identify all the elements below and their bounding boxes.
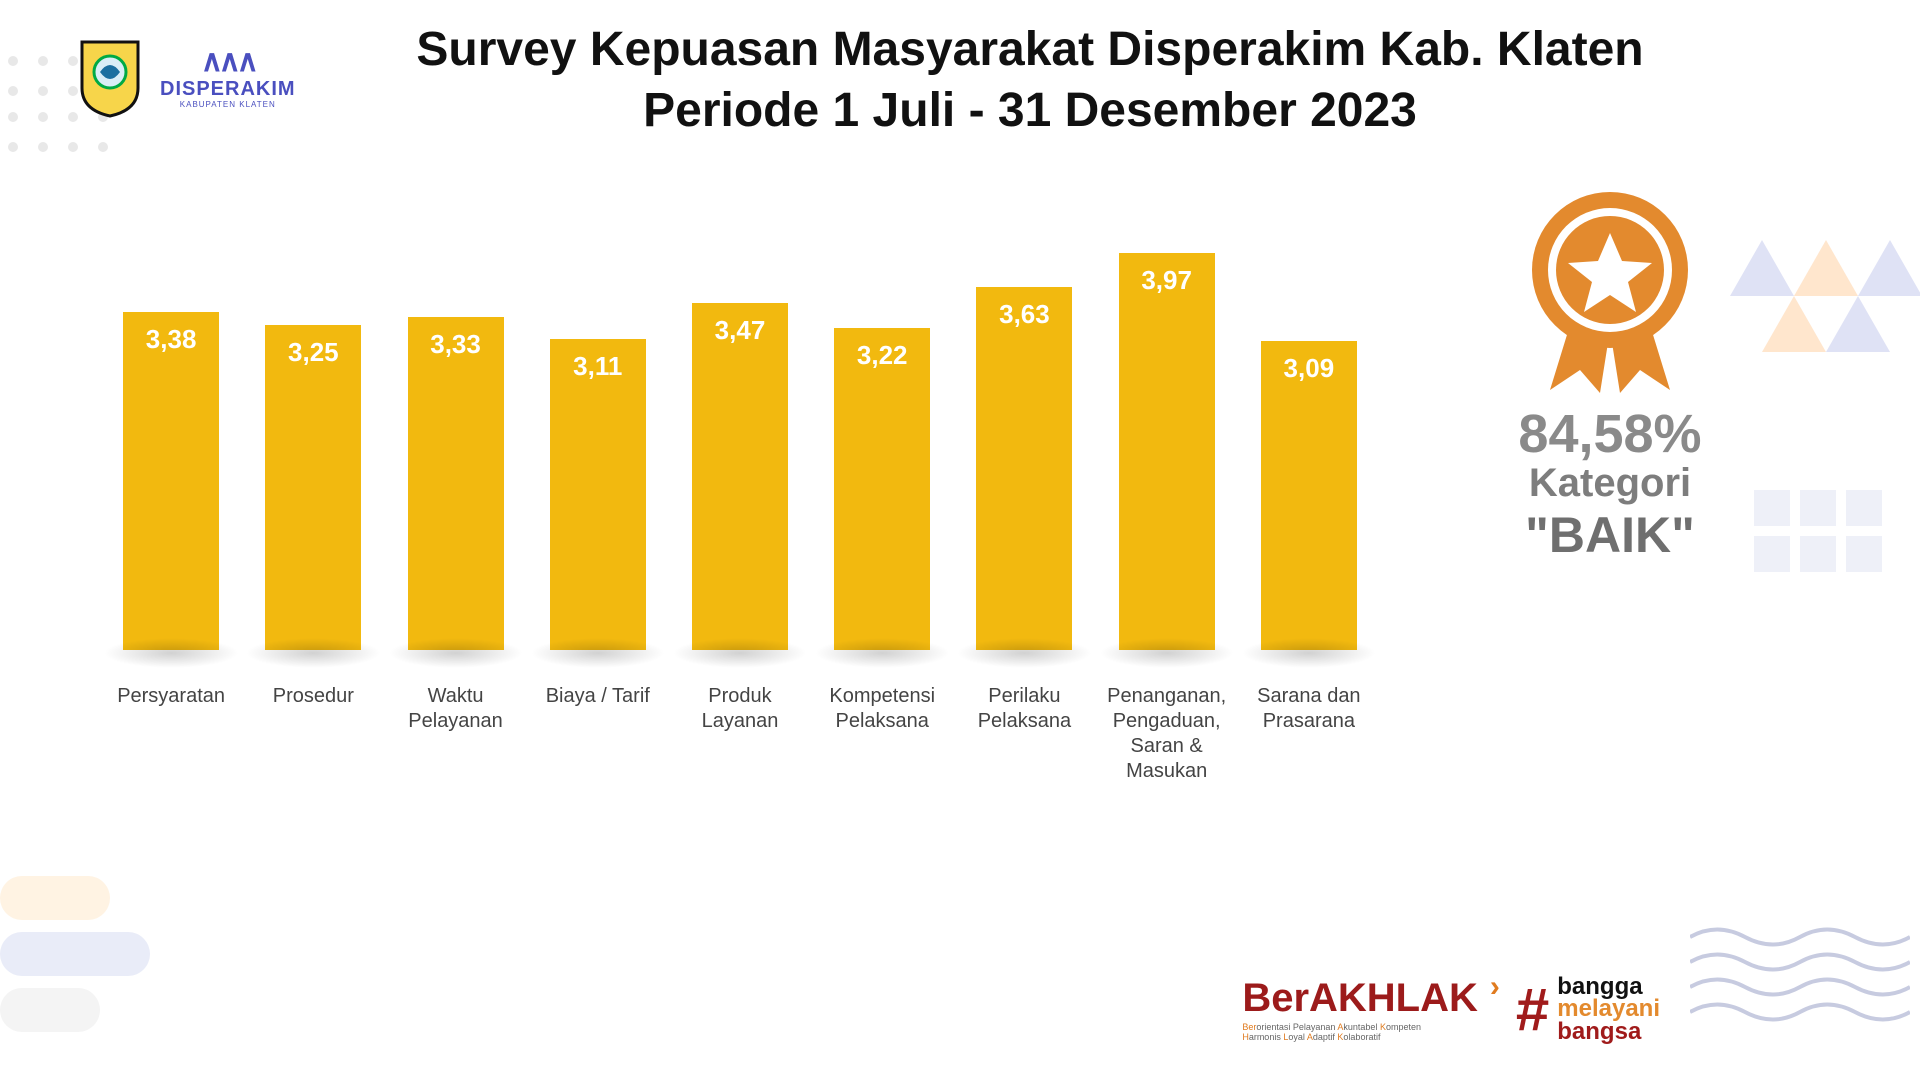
x-axis-label: Perilaku Pelaksana (953, 684, 1095, 784)
bar-cell: 3,09 (1238, 341, 1380, 650)
hash-icon: # (1516, 986, 1549, 1034)
footer-logos: BerAKHLAK › Berorientasi Pelayanan Akunt… (1242, 976, 1660, 1044)
x-axis-label: Biaya / Tarif (527, 684, 669, 784)
score-percent: 84,58% (1460, 403, 1760, 465)
bar-cell: 3,63 (953, 287, 1095, 650)
bar-cell: 3,33 (384, 317, 526, 650)
bangga-melayani-logo: # bangga melayani bangsa (1516, 976, 1660, 1044)
bar-cell: 3,22 (811, 328, 953, 650)
bar: 3,11 (550, 339, 646, 650)
bar-value: 3,25 (265, 337, 361, 368)
title-line-1: Survey Kepuasan Masyarakat Disperakim Ka… (260, 22, 1800, 77)
bar-value: 3,38 (123, 324, 219, 355)
berakhlak-ber: Ber (1242, 976, 1309, 1020)
bar: 3,22 (834, 328, 930, 650)
bar-cell: 3,97 (1096, 253, 1238, 650)
bar: 3,97 (1119, 253, 1215, 650)
bar: 3,33 (408, 317, 504, 650)
bar-cell: 3,25 (242, 325, 384, 650)
bar-cell: 3,47 (669, 303, 811, 650)
bar-value: 3,97 (1119, 265, 1215, 296)
bar-cell: 3,38 (100, 312, 242, 650)
award-medal-icon (1500, 175, 1720, 395)
berakhlak-logo: BerAKHLAK › Berorientasi Pelayanan Akunt… (1242, 976, 1478, 1043)
score-category-value: "BAIK" (1460, 506, 1760, 564)
bar: 3,38 (123, 312, 219, 650)
square-decoration (1754, 490, 1882, 572)
bar: 3,63 (976, 287, 1072, 650)
arrow-icon: › (1490, 970, 1500, 1004)
bar: 3,47 (692, 303, 788, 650)
x-axis-label: Penanganan, Pengaduan, Saran & Masukan (1096, 684, 1238, 784)
bar-cell: 3,11 (527, 339, 669, 650)
title-line-2: Periode 1 Juli - 31 Desember 2023 (260, 83, 1800, 138)
bar-value: 3,33 (408, 329, 504, 360)
blob-decoration (0, 876, 150, 1044)
bar-value: 3,22 (834, 340, 930, 371)
wave-decoration (1690, 922, 1910, 1032)
score-block: 84,58% Kategori "BAIK" (1460, 175, 1760, 564)
score-category-label: Kategori (1460, 461, 1760, 506)
roof-icon: ∧∧∧ (201, 47, 255, 77)
page-title: Survey Kepuasan Masyarakat Disperakim Ka… (260, 22, 1800, 138)
kabupaten-shield-logo (78, 38, 142, 118)
bar: 3,25 (265, 325, 361, 650)
dot-grid-decoration (8, 112, 110, 154)
berakhlak-tagline: Berorientasi Pelayanan Akuntabel Kompete… (1242, 1023, 1478, 1043)
x-axis-label: Waktu Pelayanan (384, 684, 526, 784)
bar-value: 3,09 (1261, 353, 1357, 384)
bar: 3,09 (1261, 341, 1357, 650)
x-axis-label: Persyaratan (100, 684, 242, 784)
berakhlak-akhlak: AKHLAK (1309, 976, 1478, 1020)
survey-bar-chart: 3,383,253,333,113,473,223,633,973,09 Per… (100, 250, 1380, 690)
x-axis-label: Kompetensi Pelaksana (811, 684, 953, 784)
bar-value: 3,47 (692, 315, 788, 346)
x-axis-label: Produk Layanan (669, 684, 811, 784)
bangga-l3: bangsa (1557, 1021, 1660, 1044)
x-axis-label: Prosedur (242, 684, 384, 784)
bar-value: 3,63 (976, 299, 1072, 330)
bar-value: 3,11 (550, 351, 646, 382)
x-axis-label: Sarana dan Prasarana (1238, 684, 1380, 784)
